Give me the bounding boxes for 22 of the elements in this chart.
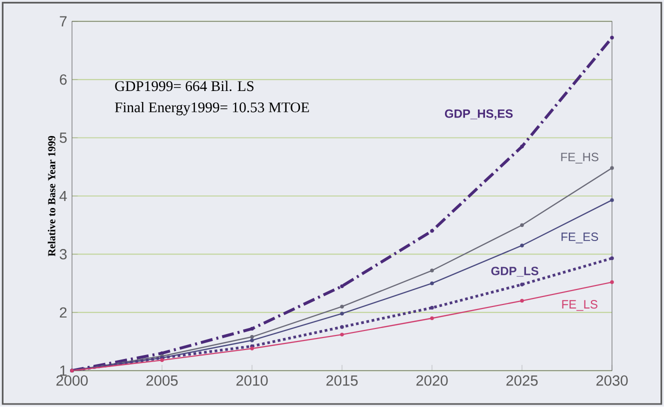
y-tick-label: 5	[60, 132, 67, 144]
series-label: GDP_LS	[491, 266, 538, 277]
series-label: FE_LS	[562, 300, 598, 311]
text: GDP_HS,ES	[444, 110, 513, 120]
x-tick-label: 2020	[416, 376, 448, 386]
x-tick-label: 2000	[56, 376, 88, 386]
x-tick-label: 2030	[596, 376, 628, 386]
y-tick-label: 7	[60, 16, 67, 27]
y-tick-label: 4	[59, 191, 67, 202]
series-label: FE_ES	[562, 232, 598, 244]
annotation: GDP1999= 664 Bil. LS	[115, 80, 254, 92]
annotation: Final Energy1999= 10.53 MTOE	[114, 102, 309, 116]
x-tick-label: 2015	[326, 376, 358, 386]
x-tick-label: 2010	[236, 376, 268, 386]
y-tick-label: 2	[60, 308, 67, 318]
y-axis-title: Relative to Base Year 1999	[48, 136, 56, 256]
y-tick-label: 6	[60, 74, 67, 85]
y-tick-label: 3	[60, 249, 67, 260]
series-label: FE_HS	[561, 152, 598, 164]
x-tick-label: 2025	[506, 376, 538, 386]
y-tick-label: 1	[60, 366, 67, 376]
x-tick-label: 2005	[146, 376, 178, 386]
